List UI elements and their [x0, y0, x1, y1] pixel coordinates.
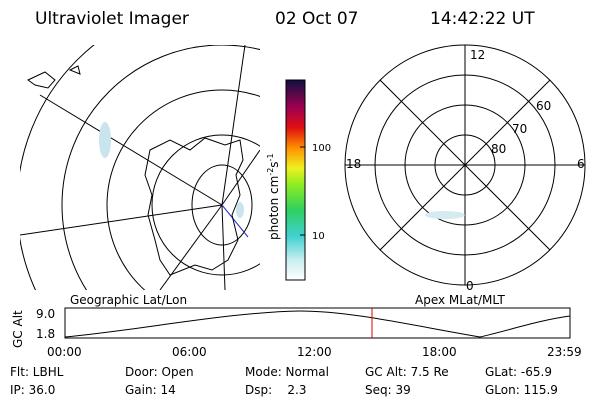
status-field: Mode: Normal: [245, 365, 329, 379]
time-label: 18:00: [422, 345, 457, 359]
status-field: Door: Open: [125, 365, 194, 379]
status-field: Gain: 14: [125, 383, 176, 397]
map-caption: Apex MLat/MLT: [415, 293, 505, 307]
lat-label: 70: [512, 122, 527, 136]
status-field: IP: 36.0: [10, 383, 55, 397]
y-label: 9.0: [36, 307, 55, 321]
colorbar-tick-label: 100: [312, 143, 331, 154]
axis-label: GC Alt: [11, 310, 25, 348]
text-part: s: [267, 161, 281, 167]
time-label: 12:00: [297, 345, 332, 359]
time-label: 06:00: [172, 345, 207, 359]
text-part: -1: [266, 153, 275, 161]
hour-label: 12: [470, 48, 485, 62]
altitude-panel: [64, 307, 571, 339]
hour-label: 0: [466, 279, 474, 293]
date: 02 Oct 07: [275, 9, 358, 29]
lat-label: 60: [536, 99, 551, 113]
status-field: Flt: LBHL: [10, 365, 64, 379]
polar-plot: [344, 44, 586, 286]
geographic-map: [20, 45, 260, 290]
hour-label: 6: [577, 157, 585, 171]
y-label: 1.8: [36, 327, 55, 341]
status-field: GLon: 115.9: [485, 383, 558, 397]
status-field: Dsp: 2.3: [245, 383, 307, 397]
time-label: 23:59: [547, 345, 582, 359]
status-field: GLat: -65.9: [485, 365, 552, 379]
time: 14:42:22 UT: [430, 9, 535, 29]
colorbar: [285, 79, 306, 281]
map-caption: Geographic Lat/Lon: [70, 293, 187, 307]
status-field: Seq: 39: [365, 383, 411, 397]
altitude-curve: [64, 310, 571, 338]
time-label: 00:00: [47, 345, 82, 359]
colorbar-label: photon cm-2s-1: [266, 153, 281, 240]
lat-label: 80: [491, 142, 506, 156]
hour-label: 18: [346, 157, 361, 171]
colorbar-tick-label: 10: [312, 231, 325, 242]
text-part: -2: [266, 168, 275, 176]
instrument-title: Ultraviolet Imager: [35, 9, 189, 29]
status-field: GC Alt: 7.5 Re: [365, 365, 449, 379]
text-part: photon cm: [267, 176, 281, 240]
